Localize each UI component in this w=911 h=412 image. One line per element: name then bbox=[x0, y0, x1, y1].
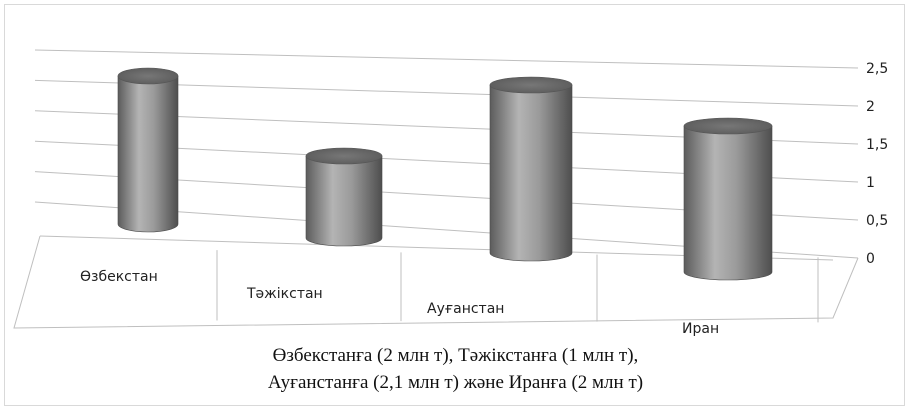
bar-4 bbox=[683, 117, 773, 281]
bar-3 bbox=[489, 76, 573, 262]
bar-2 bbox=[305, 147, 383, 247]
bar-layer bbox=[117, 67, 773, 281]
bar-body bbox=[117, 75, 179, 233]
gridline bbox=[34, 49, 859, 69]
bar-top bbox=[117, 67, 179, 85]
x-tick-label: Өзбекстан bbox=[80, 269, 158, 285]
bar-top bbox=[683, 117, 773, 135]
bar-body bbox=[489, 84, 573, 262]
bar-body bbox=[683, 125, 773, 281]
bar-1 bbox=[117, 67, 179, 233]
bar-top bbox=[489, 76, 573, 94]
x-tick-label: Иран bbox=[682, 321, 719, 337]
bar-body bbox=[305, 155, 383, 247]
label-layer: 0 0,5 1 1,5 2 2,5 Өзбекстан Тәжікстан Ауғанстан И… bbox=[80, 61, 888, 337]
bar-top bbox=[305, 147, 383, 165]
y-tick-label: 1 bbox=[866, 175, 875, 191]
y-tick-label: 0,5 bbox=[866, 213, 888, 229]
y-tick-label: 2,5 bbox=[866, 61, 888, 77]
chart-caption: Өзбекстанға (2 млн т), Тәжікстанға (1 мл… bbox=[0, 342, 911, 396]
caption-line-1: Өзбекстанға (2 млн т), Тәжікстанға (1 мл… bbox=[272, 345, 639, 366]
y-tick-label: 0 bbox=[866, 251, 875, 267]
x-tick-label: Тәжікстан bbox=[246, 286, 323, 302]
floor-outline bbox=[13, 235, 859, 329]
y-tick-label: 1,5 bbox=[866, 137, 888, 153]
caption-line-2: Ауғанстанға (2,1 млн т) және Иранға (2 м… bbox=[267, 372, 644, 393]
y-tick-label: 2 bbox=[866, 99, 875, 115]
x-tick-label: Ауғанстан bbox=[427, 301, 504, 317]
